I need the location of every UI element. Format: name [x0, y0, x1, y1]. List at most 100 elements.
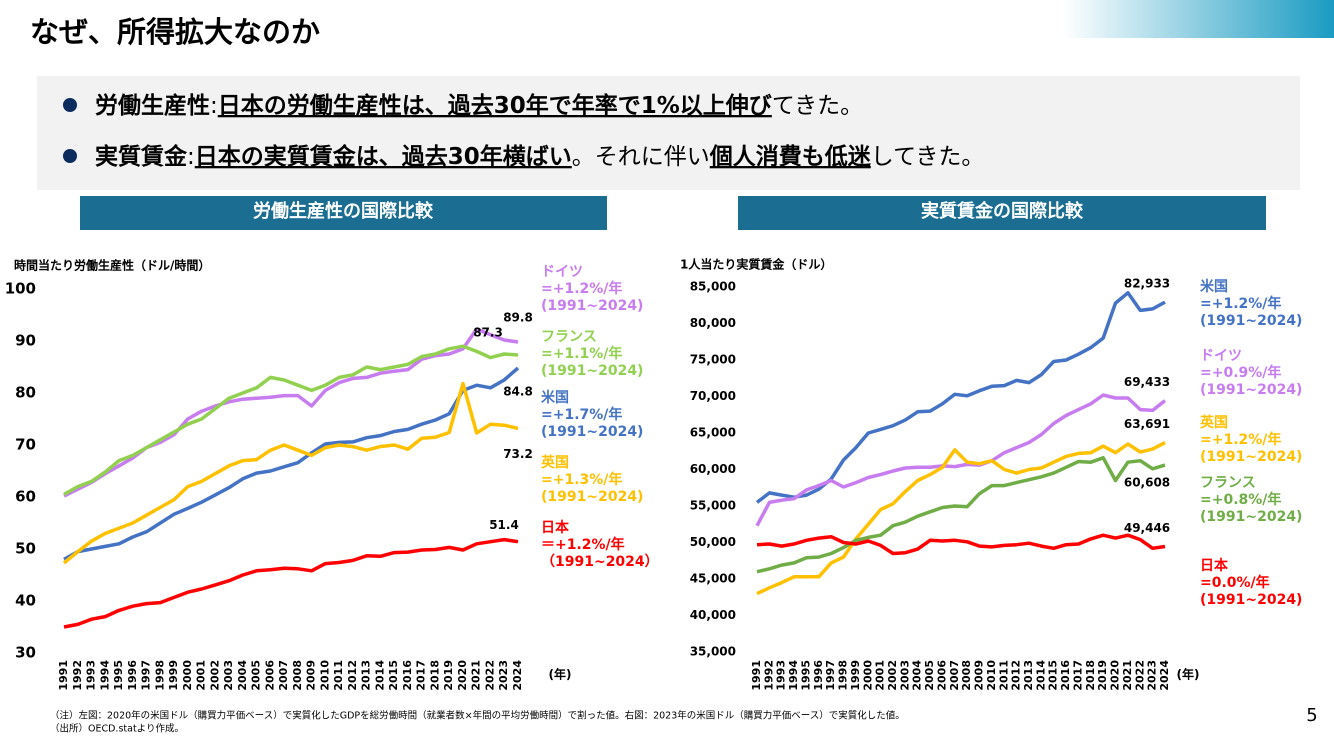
note: （注）左図：2020年の米国ドル（購買力平価ベース）で実質化したGDPを総労働時… [50, 710, 905, 722]
x-tick-label: 2011 [997, 660, 1010, 691]
x-tick-label: 1998 [153, 660, 166, 691]
x-tick-label: 2014 [1034, 660, 1047, 691]
x-tick-label: 2016 [401, 660, 414, 691]
bullet: 労働生産性:日本の労働生産性は、過去30年で年率で1%以上伸びてきた。 [95, 92, 863, 119]
header-decoration [1063, 0, 1334, 38]
x-tick-label: 1996 [126, 660, 139, 691]
title: なぜ、所得拡大なのか [30, 15, 320, 49]
x-tick-label: 2016 [1059, 660, 1072, 691]
data-label: 84.8 [503, 385, 533, 399]
legend-annotation: （1991~2024） [541, 554, 659, 570]
series-line [756, 456, 1166, 574]
series-line [755, 393, 1167, 527]
data-label: 63,691 [1124, 417, 1170, 431]
legend-name: ドイツ [541, 264, 583, 280]
data-label: 89.8 [503, 311, 533, 325]
x-axis-label: (年) [1177, 667, 1200, 682]
x-tick-label: 1993 [775, 660, 788, 691]
y-tick-label: 35,000 [690, 645, 736, 659]
x-tick-label: 2008 [291, 660, 304, 691]
legend-annotation: (1991~2024) [541, 489, 643, 505]
x-tick-label: 2008 [960, 660, 973, 691]
y-tick-label: 90 [15, 332, 36, 350]
bullet-dot [63, 149, 77, 163]
legend-annotation: =+1.1%/年 [541, 345, 622, 362]
data-label: 69,433 [1124, 375, 1170, 389]
x-tick-label: 2005 [923, 660, 936, 691]
legend-annotation: (1991~2024) [541, 363, 643, 379]
x-tick-label: 1996 [812, 660, 825, 691]
x-tick-label: 1999 [849, 660, 862, 691]
y-tick-label: 40,000 [690, 608, 736, 622]
series-line [63, 366, 520, 561]
x-tick-label: 2010 [318, 660, 331, 691]
legend-annotation: (1991~2024) [1200, 449, 1302, 465]
legend-annotation: =+0.8%/年 [1200, 491, 1281, 508]
legend-annotation: ＝+1.2%/年 [541, 536, 625, 553]
y-tick-label: 45,000 [690, 572, 736, 586]
x-tick-label: 2002 [886, 660, 899, 691]
x-tick-label: 2021 [470, 660, 483, 691]
data-label: 60,608 [1124, 476, 1170, 490]
x-tick-label: 2004 [236, 660, 249, 691]
x-tick-label: 2007 [277, 660, 290, 691]
y-tick-label: 30 [15, 644, 36, 662]
x-tick-label: 2024 [511, 660, 524, 691]
bullet-segment: 日本の実質賃金は、過去30年横ばい [195, 143, 572, 170]
legend-name: フランス [541, 329, 597, 345]
x-tick-label: 1992 [71, 660, 84, 691]
x-tick-label: 2021 [1121, 660, 1134, 691]
y-tick-label: 70,000 [690, 389, 736, 403]
x-tick-label: 2003 [222, 660, 235, 691]
x-tick-label: 2018 [428, 660, 441, 691]
series-line [756, 441, 1166, 596]
x-tick-label: 1995 [112, 660, 125, 691]
x-tick-label: 2023 [497, 660, 510, 691]
bullet-segment: してきた。 [871, 144, 985, 170]
data-label: 87.3 [473, 326, 503, 340]
y-tick-label: 100 [5, 280, 36, 298]
legend-annotation: =+1.2%/年 [1200, 295, 1281, 312]
bullet: 実質賃金:日本の実質賃金は、過去30年横ばい。それに伴い個人消費も低迷してきた。 [95, 143, 984, 170]
y-tick-label: 75,000 [690, 353, 736, 367]
y-tick-label: 80,000 [690, 316, 736, 330]
x-tick-label: 1993 [85, 660, 98, 691]
section-title: 実質賃金の国際比較 [921, 200, 1084, 222]
x-tick-label: 2009 [973, 660, 986, 691]
x-tick-label: 2011 [332, 660, 345, 691]
x-tick-label: 2006 [263, 660, 276, 691]
x-tick-label: 1991 [750, 660, 763, 691]
section-header [738, 196, 1266, 230]
bullet-segment: 日本の労働生産性は、過去30年で年率で1%以上伸び [218, 92, 772, 119]
y-tick-label: 40 [15, 592, 36, 610]
data-label: 82,933 [1124, 277, 1170, 291]
bullet-segment: 個人消費も低迷 [709, 144, 872, 170]
x-tick-label: 1997 [140, 660, 153, 691]
legend-name: 米国 [1200, 278, 1228, 295]
x-tick-label: 2000 [861, 660, 874, 691]
x-tick-label: 2020 [1109, 660, 1122, 691]
y-tick-label: 85,000 [690, 280, 736, 294]
bullet-segment: : [210, 93, 218, 119]
legend-name: 日本 [541, 519, 570, 536]
y-axis-label: 時間当たり労働生産性（ドル/時間） [14, 258, 210, 273]
legend-annotation: =+1.7%/年 [541, 406, 622, 423]
legend-annotation: =+1.3%/年 [541, 471, 622, 488]
series-line [63, 537, 519, 629]
legend-annotation: (1991~2024) [1200, 509, 1302, 525]
bullet-segment: てきた。 [772, 93, 863, 119]
y-tick-label: 60 [15, 488, 36, 506]
page-number: 5 [1306, 705, 1317, 726]
x-tick-label: 2001 [195, 660, 208, 691]
x-tick-label: 2024 [1158, 660, 1171, 691]
y-tick-label: 50 [15, 540, 36, 558]
x-tick-label: 2012 [346, 660, 359, 691]
y-tick-label: 80 [15, 384, 36, 402]
legend-annotation: =+1.2%/年 [541, 280, 622, 297]
x-tick-label: 2019 [442, 660, 455, 691]
x-tick-label: 2003 [898, 660, 911, 691]
bullet-segment: 。それに伴い [572, 144, 710, 170]
x-tick-label: 2010 [985, 660, 998, 691]
series-line [63, 344, 519, 496]
